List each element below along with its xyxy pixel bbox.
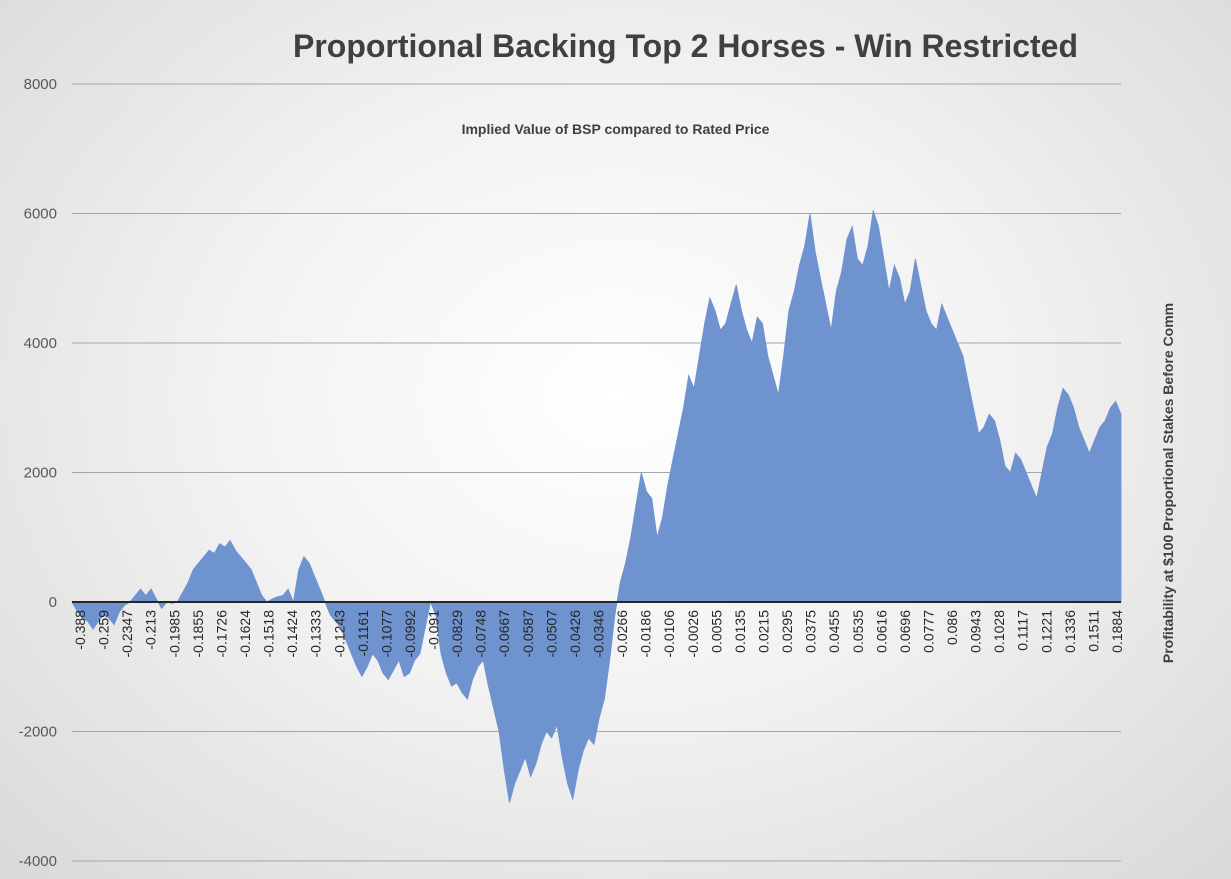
x-tick-label: 0.0777	[921, 610, 937, 653]
x-tick-label: -0.0667	[496, 610, 512, 658]
x-tick-label: 0.0055	[708, 610, 724, 653]
x-tick-label: -0.1077	[378, 610, 394, 658]
x-tick-label: -0.1518	[261, 610, 277, 658]
x-tick-label: -0.1243	[331, 610, 347, 658]
x-tick-label: 0.1117	[1015, 610, 1031, 651]
x-tick-label: -0.259	[96, 610, 112, 650]
x-tick-label: 0.0616	[873, 610, 889, 653]
x-tick-label: -0.1855	[190, 610, 206, 658]
x-tick-label: 0.1336	[1062, 610, 1078, 653]
x-tick-label: 0.1511	[1085, 610, 1101, 652]
x-tick-label: 0.1028	[991, 610, 1007, 653]
x-tick-label: -0.0026	[685, 610, 701, 658]
x-tick-label: -0.0346	[591, 610, 607, 658]
x-tick-label: 0.0375	[803, 610, 819, 653]
x-tick-label: -0.2347	[119, 610, 135, 658]
chart-subtitle: Implied Value of BSP compared to Rated P…	[461, 121, 770, 137]
x-tick-label: -0.0186	[638, 610, 654, 658]
x-tick-label: -0.1726	[213, 610, 229, 658]
y-tick-label: -4000	[19, 853, 57, 870]
x-tick-label: -0.1424	[284, 610, 300, 658]
x-tick-label: 0.1884	[1109, 610, 1125, 653]
x-tick-label: -0.0587	[520, 610, 536, 658]
x-tick-label: -0.0992	[402, 610, 418, 658]
x-tick-label: 0.1221	[1038, 610, 1054, 653]
x-tick-label: -0.0426	[567, 610, 583, 658]
chart-title: Proportional Backing Top 2 Horses - Win …	[292, 28, 1078, 64]
x-tick-label: 0.0295	[779, 610, 795, 653]
x-tick-label: -0.0266	[614, 610, 630, 658]
x-tick-label: 0.086	[944, 610, 960, 645]
x-tick-label: -0.0748	[473, 610, 489, 658]
x-tick-label: -0.1624	[237, 610, 253, 658]
x-tick-label: 0.0215	[756, 610, 772, 653]
y-tick-label: 0	[49, 594, 57, 611]
x-tick-label: -0.213	[143, 610, 159, 650]
x-tick-label: 0.0696	[897, 610, 913, 653]
x-tick-label: -0.0507	[543, 610, 559, 658]
x-tick-label: 0.0535	[850, 610, 866, 653]
y-tick-label: -2000	[19, 724, 57, 741]
x-tick-label: -0.0106	[661, 610, 677, 658]
x-tick-label: 0.0455	[826, 610, 842, 653]
x-tick-label: -0.1161	[355, 610, 371, 657]
x-tick-label: -0.0829	[449, 610, 465, 658]
x-tick-label: 0.0135	[732, 610, 748, 653]
x-tick-label: -0.1333	[308, 610, 324, 658]
x-tick-label: -0.091	[426, 610, 442, 650]
x-tick-label: -0.388	[72, 610, 88, 650]
y-tick-label: 2000	[24, 465, 57, 482]
x-tick-label: -0.1985	[166, 610, 182, 658]
area-series	[71, 210, 1122, 803]
y-tick-label: 6000	[24, 206, 57, 223]
x-tick-label: 0.0943	[968, 610, 984, 653]
y-tick-label: 4000	[24, 335, 57, 352]
y-tick-label: 8000	[24, 76, 57, 93]
